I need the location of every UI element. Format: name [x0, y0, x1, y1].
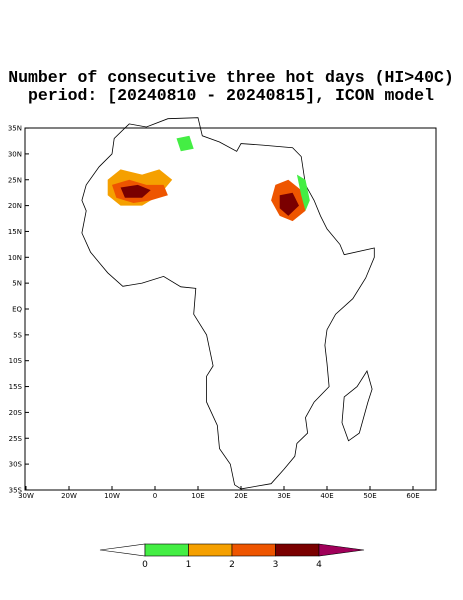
lat-tick-label: EQ [12, 306, 22, 314]
colorbar-bin [231, 543, 276, 557]
lat-tick-label: 10S [9, 357, 23, 365]
lon-tick-label: 20E [234, 492, 247, 500]
lat-tick-label: 5N [12, 280, 22, 288]
colorbar-under [99, 543, 146, 557]
lon-tick-label: 0 [153, 492, 157, 500]
lon-tick-label: 40E [320, 492, 333, 500]
lat-tick-label: 5S [13, 331, 22, 339]
colorbar-label: 4 [316, 560, 322, 570]
lat-tick-label: 10N [8, 254, 22, 262]
heat-area [279, 192, 299, 216]
colorbar-over [318, 543, 365, 557]
madagascar [341, 370, 373, 442]
lon-tick-label: 20W [61, 492, 77, 500]
heat-area [296, 174, 310, 211]
lat-tick-label: 30S [9, 461, 23, 469]
colorbar-bin [275, 543, 320, 557]
lat-tick-label: 35N [8, 125, 22, 133]
lon-tick-label: 30W [18, 492, 34, 500]
lat-tick-label: 35S [9, 486, 23, 494]
lat-tick-label: 20N [8, 202, 22, 210]
lon-tick-label: 30E [277, 492, 290, 500]
lat-tick-label: 25N [8, 176, 22, 184]
heat-area [120, 184, 151, 198]
lat-tick-label: 30N [8, 150, 22, 158]
lon-tick-label: 10W [104, 492, 120, 500]
land-layer [81, 117, 375, 490]
lon-tick-label: 10E [191, 492, 204, 500]
lon-tick-label: 50E [363, 492, 376, 500]
colorbar-label: 1 [186, 560, 192, 570]
colorbar-bin [188, 543, 233, 557]
lat-tick-label: 15N [8, 228, 22, 236]
colorbar-label: 3 [273, 560, 279, 570]
title: Number of consecutive three hot days (HI… [8, 68, 454, 87]
lat-tick-label: 25S [9, 435, 23, 443]
subtitle: period: [20240810 - 20240815], ICON mode… [28, 86, 434, 105]
colorbar-label: 2 [229, 560, 235, 570]
lat-tick-label: 20S [9, 409, 23, 417]
lon-tick-label: 60E [406, 492, 419, 500]
colorbar-label: 0 [142, 560, 148, 570]
colorbar-bin [144, 543, 189, 557]
heat-area [176, 135, 194, 152]
lat-tick-label: 15S [9, 383, 23, 391]
